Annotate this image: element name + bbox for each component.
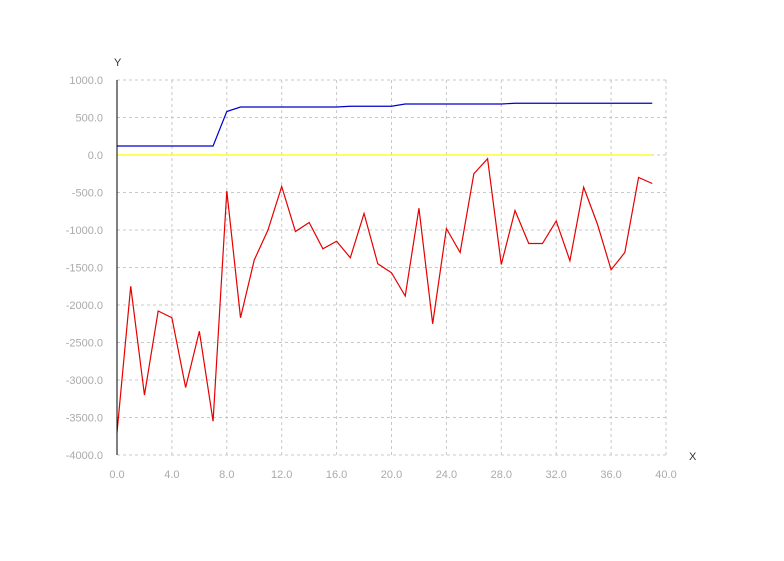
y-tick-label: 500.0 [75, 113, 103, 125]
y-tick-label: -3500.0 [66, 413, 103, 425]
x-tick-label: 8.0 [219, 469, 234, 481]
x-tick-label: 16.0 [326, 469, 347, 481]
y-tick-label: -2000.0 [66, 300, 103, 312]
x-tick-label: 4.0 [164, 469, 179, 481]
x-tick-label: 32.0 [545, 469, 566, 481]
x-tick-label: 40.0 [655, 469, 676, 481]
x-tick-label: 0.0 [109, 469, 124, 481]
y-tick-label: -2500.0 [66, 338, 103, 350]
y-tick-label: -4000.0 [66, 450, 103, 462]
x-tick-label: 12.0 [271, 469, 292, 481]
x-tick-label: 24.0 [436, 469, 457, 481]
y-tick-label: -3000.0 [66, 375, 103, 387]
y-tick-labels: 1000.0 500.0 0.0 -500.0 -1000.0 -1500.0 -2000.… [66, 75, 103, 462]
grid [117, 79, 667, 456]
x-axis-title: X [689, 451, 697, 463]
x-tick-label: 36.0 [600, 469, 621, 481]
x-tick-label: 20.0 [381, 469, 402, 481]
series-line-3 [116, 157, 653, 433]
y-axis-title: Y [114, 57, 122, 69]
y-tick-label: 0.0 [88, 150, 103, 162]
series-line-1 [117, 102, 653, 147]
y-tick-label: -1000.0 [66, 225, 103, 237]
y-tick-label: 1000.0 [69, 75, 103, 87]
series-lines [116, 102, 653, 433]
x-tick-label: 28.0 [491, 469, 512, 481]
x-tick-labels: 0.0 4.0 8.0 12.0 16.0 20.0 24.0 28.0 32.0 36.0 40.… [109, 469, 676, 481]
y-tick-label: -500.0 [72, 188, 103, 200]
y-tick-label: -1500.0 [66, 263, 103, 275]
